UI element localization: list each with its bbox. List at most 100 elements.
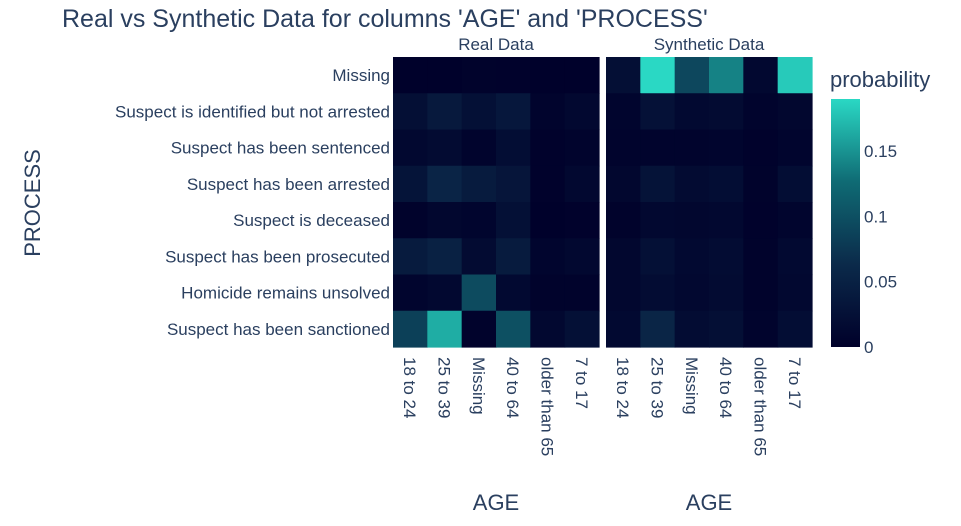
colorbar — [831, 99, 860, 347]
heatmap-cell — [606, 165, 641, 203]
heatmap-cell — [461, 57, 497, 94]
heatmap-cell — [674, 93, 710, 131]
heatmap-cell — [564, 202, 600, 239]
y-tick-label: Homicide remains unsolved — [181, 284, 390, 303]
heatmap-cell — [674, 57, 710, 94]
heatmap-cell — [709, 310, 744, 348]
heatmap-cell — [709, 165, 744, 203]
heatmap-cell — [427, 129, 463, 167]
heatmap-cell — [530, 202, 566, 239]
heatmap-cell — [461, 202, 497, 239]
heatmap-cell — [496, 129, 531, 167]
heatmap-cell — [777, 202, 813, 239]
heatmap-cell — [777, 310, 813, 348]
y-tick-label: Missing — [332, 66, 390, 85]
heatmap-cell — [496, 274, 531, 312]
heatmap-cell — [461, 310, 497, 348]
x-tick-label: 40 to 64 — [716, 357, 735, 418]
x-tick-label: 25 to 39 — [648, 357, 667, 418]
colorbar-tick-label: 0.15 — [864, 142, 897, 161]
heatmap-cell — [606, 238, 641, 276]
heatmap-cell — [393, 57, 428, 94]
y-tick-label: Suspect has been arrested — [187, 175, 390, 194]
heatmap-cell — [674, 274, 710, 312]
x-tick-label: 7 to 17 — [785, 357, 804, 409]
heatmap-cell — [496, 238, 531, 276]
heatmap-cell — [606, 129, 641, 167]
heatmap-cell — [393, 202, 428, 239]
heatmap-panel-synthetic — [606, 57, 813, 348]
heatmap-cell — [640, 165, 676, 203]
heatmap-cell — [640, 57, 676, 94]
heatmap-cell — [530, 57, 566, 94]
heatmap-cell — [674, 310, 710, 348]
heatmap-cell — [393, 274, 428, 312]
x-tick-label: Missing — [682, 357, 701, 415]
heatmap-cell — [709, 57, 744, 94]
heatmap-cell — [461, 165, 497, 203]
heatmap-cell — [709, 274, 744, 312]
x-axis-title-real: AGE — [473, 490, 519, 515]
heatmap-cell — [564, 93, 600, 131]
heatmap-cell — [393, 129, 428, 167]
heatmap-cell — [530, 238, 566, 276]
heatmap-cell — [709, 129, 744, 167]
heatmap-cell — [564, 238, 600, 276]
heatmap-cell — [427, 165, 463, 203]
heatmap-cell — [564, 310, 600, 348]
colorbar-tick-labels: 0 0.05 0.1 0.15 — [864, 142, 897, 357]
heatmap-cell — [674, 165, 710, 203]
heatmap-cell — [743, 202, 779, 239]
heatmap-cell — [427, 238, 463, 276]
colorbar-tick-label: 0 — [864, 338, 873, 357]
heatmap-cell — [709, 93, 744, 131]
heatmap-cell — [709, 202, 744, 239]
heatmap-cell — [640, 93, 676, 131]
heatmap-cell — [427, 202, 463, 239]
heatmap-cell — [461, 238, 497, 276]
heatmap-cell — [777, 274, 813, 312]
heatmap-cell — [461, 274, 497, 312]
heatmap-cell — [427, 274, 463, 312]
colorbar-tick-label: 0.1 — [864, 208, 888, 227]
x-tick-label: Missing — [469, 357, 488, 415]
heatmap-cell — [743, 274, 779, 312]
heatmap-cell — [461, 93, 497, 131]
heatmap-cell — [640, 274, 676, 312]
heatmap-cell — [640, 310, 676, 348]
heatmap-cell — [640, 202, 676, 239]
heatmap-cell — [496, 93, 531, 131]
heatmap-cell — [743, 165, 779, 203]
y-axis-title: PROCESS — [20, 149, 45, 257]
heatmap-cell — [461, 129, 497, 167]
heatmap-cell — [496, 310, 531, 348]
heatmap-cell — [564, 274, 600, 312]
heatmap-cell — [743, 310, 779, 348]
colorbar-title: probability — [830, 67, 930, 92]
heatmap-cell — [606, 274, 641, 312]
heatmap-cell — [640, 238, 676, 276]
heatmap-cell — [427, 310, 463, 348]
heatmap-cell — [674, 238, 710, 276]
heatmap-cell — [530, 310, 566, 348]
x-tick-label: 40 to 64 — [503, 357, 522, 418]
x-tick-label: 25 to 39 — [435, 357, 454, 418]
heatmap-cell — [606, 93, 641, 131]
heatmap-cell — [427, 93, 463, 131]
y-tick-label: Suspect is identified but not arrested — [115, 102, 390, 121]
heatmap-cell — [564, 57, 600, 94]
heatmap-cell — [777, 165, 813, 203]
panel-title-real: Real Data — [458, 35, 534, 54]
panel-title-synthetic: Synthetic Data — [654, 35, 765, 54]
x-axis-title-synthetic: AGE — [686, 490, 732, 515]
heatmap-cell — [530, 129, 566, 167]
heatmap-cell — [743, 129, 779, 167]
chart-title: Real vs Synthetic Data for columns 'AGE'… — [62, 5, 708, 33]
heatmap-cell — [640, 129, 676, 167]
y-tick-label: Suspect is deceased — [233, 211, 390, 230]
heatmap-cell — [564, 129, 600, 167]
y-tick-label: Suspect has been sentenced — [171, 139, 390, 158]
x-tick-label: older than 65 — [751, 357, 770, 456]
heatmap-cell — [743, 93, 779, 131]
heatmap-cell — [530, 274, 566, 312]
